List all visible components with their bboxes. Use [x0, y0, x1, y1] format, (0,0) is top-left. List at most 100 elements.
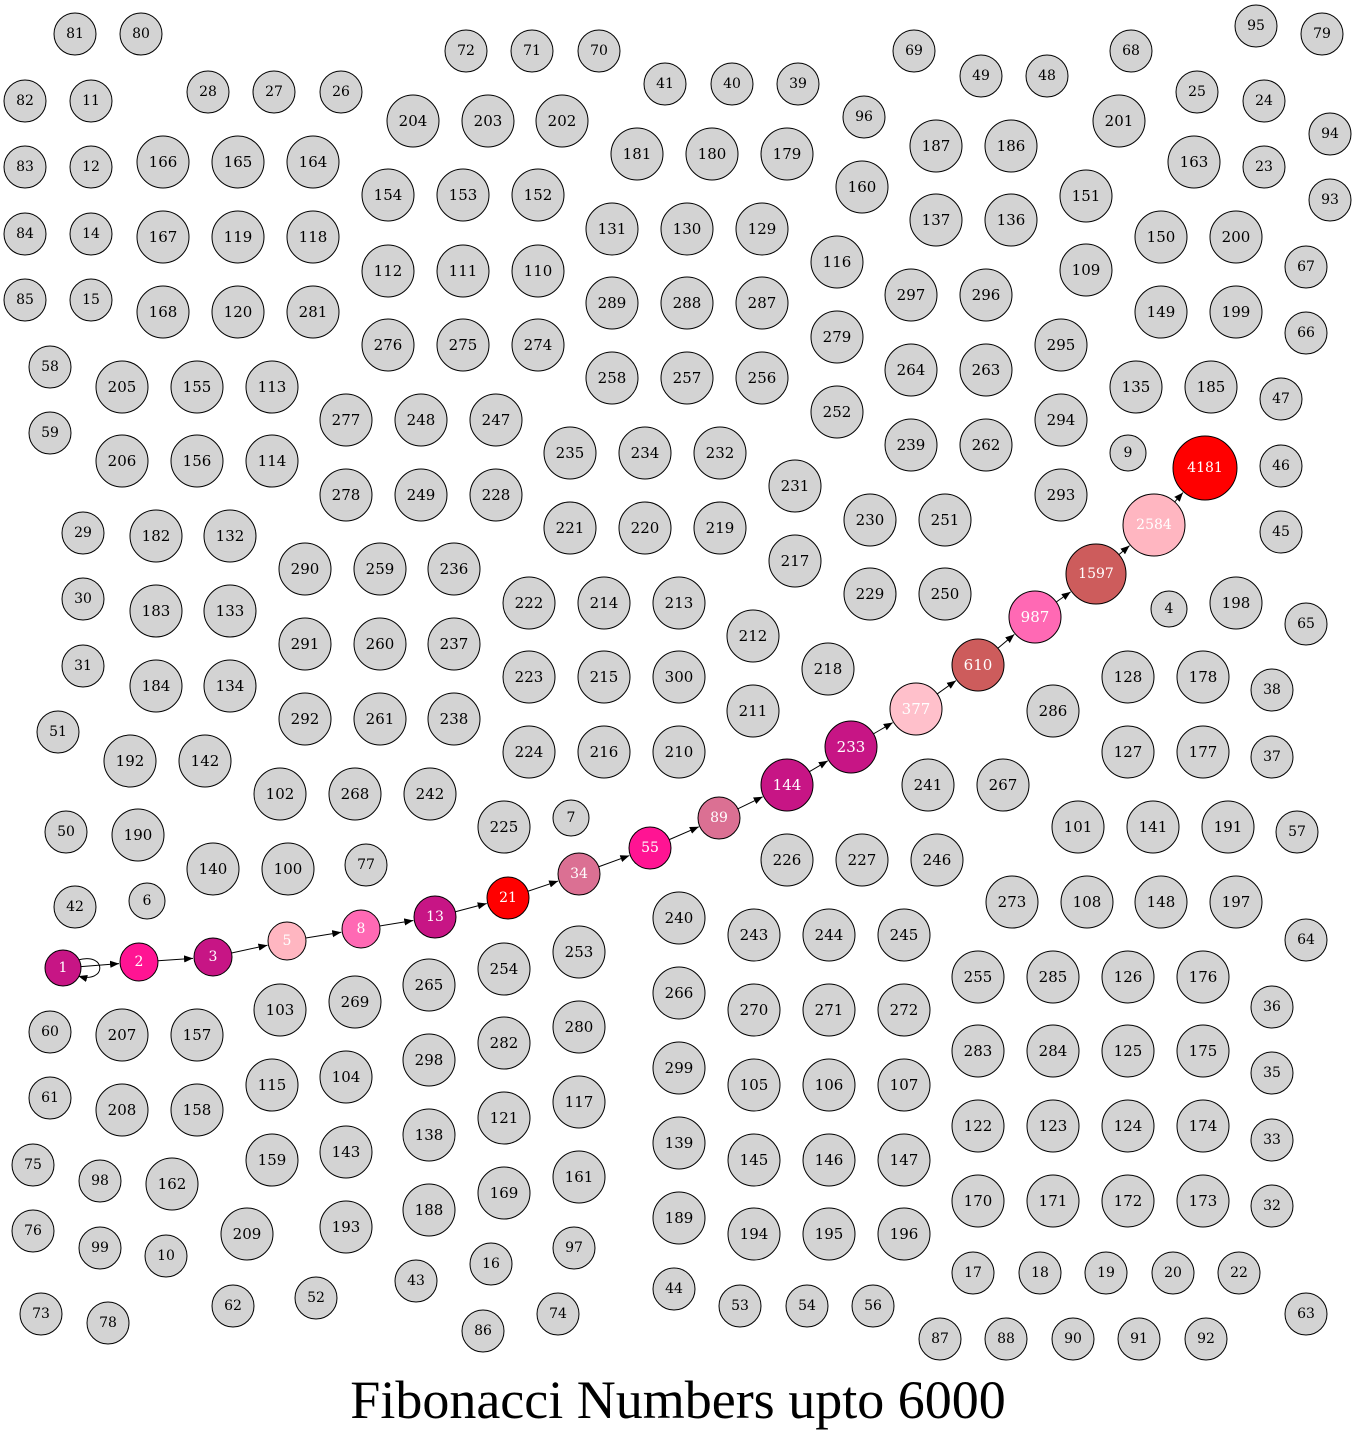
node-label: 171 [1039, 1192, 1068, 1210]
fibonacci-node-987: 987 [1008, 590, 1062, 644]
edge-1597-to-2584 [1118, 545, 1130, 556]
number-node-83: 83 [3, 145, 47, 189]
node-circle [1176, 1024, 1230, 1078]
node-label: 128 [1114, 668, 1143, 686]
node-circle [294, 1276, 338, 1320]
node-circle [220, 1207, 274, 1261]
node-circle [69, 145, 113, 189]
number-node-128: 128 [1101, 650, 1155, 704]
node-label: 34 [570, 866, 588, 882]
node-circle [585, 202, 639, 256]
number-node-268: 268 [328, 767, 382, 821]
node-label: 90 [1064, 1331, 1082, 1347]
node-circle [361, 244, 415, 298]
number-node-67: 67 [1284, 245, 1328, 289]
node-circle [402, 1108, 456, 1162]
node-label: 287 [748, 294, 777, 312]
number-node-263: 263 [959, 343, 1013, 397]
number-node-119: 119 [211, 210, 265, 264]
node-label: 258 [598, 369, 627, 387]
node-label: 234 [631, 444, 660, 462]
node-circle [843, 493, 897, 547]
node-label: 79 [1313, 26, 1331, 42]
node-label: 125 [1114, 1042, 1143, 1060]
node-circle [95, 1083, 149, 1137]
number-node-142: 142 [178, 734, 232, 788]
node-circle [170, 360, 224, 414]
node-circle [1059, 243, 1113, 297]
number-node-300: 300 [652, 650, 706, 704]
number-node-162: 162 [145, 1157, 199, 1211]
node-circle [552, 1226, 596, 1270]
node-label: 144 [773, 776, 802, 794]
node-circle [403, 767, 457, 821]
number-node-72: 72 [444, 29, 488, 73]
node-label: 251 [931, 511, 960, 529]
node-label: 112 [374, 262, 403, 280]
node-label: 95 [1247, 18, 1265, 34]
node-circle [1126, 800, 1180, 854]
node-circle [1308, 178, 1352, 222]
number-node-280: 280 [552, 1000, 606, 1054]
node-label: 212 [739, 627, 768, 645]
number-node-74: 74 [536, 1292, 580, 1336]
number-node-127: 127 [1101, 725, 1155, 779]
node-label: 377 [902, 700, 931, 718]
node-circle [69, 79, 113, 123]
node-circle [1176, 950, 1230, 1004]
node-circle [1026, 1099, 1080, 1153]
number-node-222: 222 [502, 576, 556, 630]
node-circle [1018, 1251, 1062, 1295]
node-circle [735, 202, 789, 256]
number-node-92: 92 [1184, 1317, 1228, 1361]
node-label: 78 [99, 1315, 117, 1331]
edge-89-to-144 [737, 796, 763, 810]
node-label: 119 [224, 228, 253, 246]
node-circle [877, 1207, 931, 1261]
node-circle [1250, 1118, 1294, 1162]
node-circle [1101, 650, 1155, 704]
node-label: 148 [1147, 893, 1176, 911]
node-label: 237 [440, 635, 469, 653]
number-node-227: 227 [835, 833, 889, 887]
node-label: 168 [149, 303, 178, 321]
number-node-258: 258 [585, 351, 639, 405]
node-circle [910, 833, 964, 887]
node-circle [877, 908, 931, 962]
node-label: 265 [415, 976, 444, 994]
number-node-132: 132 [203, 509, 257, 563]
node-circle [802, 1207, 856, 1261]
node-circle [28, 345, 72, 389]
number-node-18: 18 [1018, 1251, 1062, 1295]
node-label: 36 [1263, 999, 1281, 1015]
node-circle [918, 567, 972, 621]
number-node-148: 148 [1134, 875, 1188, 929]
number-node-281: 281 [286, 285, 340, 339]
number-node-179: 179 [760, 127, 814, 181]
node-circle [735, 276, 789, 330]
node-circle [103, 734, 157, 788]
node-label: 46 [1272, 458, 1290, 474]
number-node-283: 283 [951, 1024, 1005, 1078]
number-node-103: 103 [253, 983, 307, 1037]
node-circle [727, 1207, 781, 1261]
number-node-230: 230 [843, 493, 897, 547]
number-node-33: 33 [1250, 1118, 1294, 1162]
node-circle [1300, 12, 1344, 56]
number-node-49: 49 [959, 54, 1003, 98]
node-circle [477, 1016, 531, 1070]
node-circle [1217, 1251, 1261, 1295]
node-label: 207 [108, 1026, 137, 1044]
node-circle [984, 1317, 1028, 1361]
node-label: 244 [815, 926, 844, 944]
node-circle [1008, 590, 1062, 644]
node-circle [1151, 1251, 1195, 1295]
node-circle [1034, 468, 1088, 522]
fibonacci-node-4181: 4181 [1172, 435, 1238, 501]
node-circle [1150, 590, 1188, 628]
node-circle [959, 343, 1013, 397]
node-label: 18 [1031, 1265, 1049, 1281]
node-circle [652, 576, 706, 630]
number-node-205: 205 [95, 360, 149, 414]
node-circle [652, 1041, 706, 1095]
